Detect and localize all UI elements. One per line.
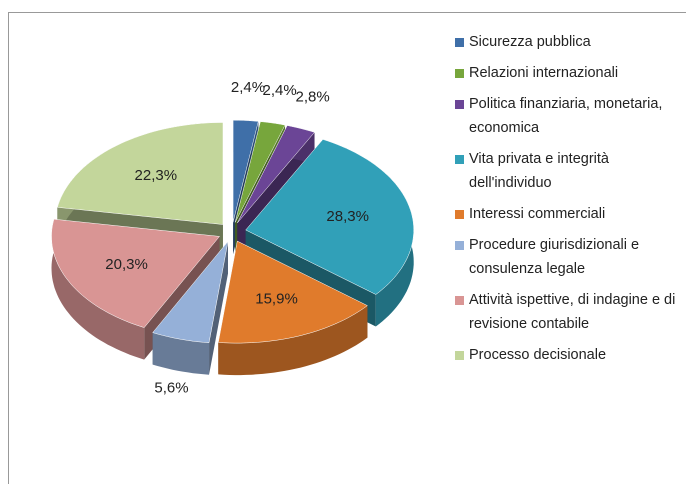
data-label: 2,4% xyxy=(231,79,265,96)
legend-swatch xyxy=(455,351,464,360)
legend-swatch xyxy=(455,155,464,164)
slice xyxy=(232,119,259,223)
slice xyxy=(237,125,315,224)
legend: Sicurezza pubblica Relazioni internaziona… xyxy=(455,30,680,374)
legend-label: Relazioni internazionali xyxy=(469,65,619,81)
slice-wall xyxy=(218,305,368,376)
slice-group xyxy=(152,241,229,375)
slice xyxy=(51,218,220,328)
legend-label: Interessi commerciali xyxy=(469,206,606,222)
legend-item: Vita privata e integrità dell'individuo xyxy=(455,147,680,195)
legend-swatch xyxy=(455,296,464,305)
legend-label: Sicurezza pubblica xyxy=(469,34,591,50)
data-label: 28,3% xyxy=(326,208,369,225)
data-label: 2,4% xyxy=(262,82,296,99)
legend-item: Interessi commerciali xyxy=(455,202,680,226)
slice xyxy=(57,122,224,225)
legend-label: Attività ispettive, di indagine e di rev… xyxy=(469,292,676,332)
slice xyxy=(245,139,414,295)
slice-group xyxy=(218,240,368,376)
legend-swatch xyxy=(455,241,464,250)
slice xyxy=(218,240,368,344)
legend-item: Processo decisionale xyxy=(455,343,680,367)
data-label: 5,6% xyxy=(154,380,188,397)
legend-item: Relazioni internazionali xyxy=(455,61,680,85)
slice-wall xyxy=(51,219,145,360)
data-label: 20,3% xyxy=(105,256,148,273)
data-label: 22,3% xyxy=(135,167,178,184)
legend-label: Vita privata e integrità dell'individuo xyxy=(469,151,609,191)
legend-swatch xyxy=(455,210,464,219)
data-label: 15,9% xyxy=(255,291,298,308)
legend-label: Politica finanziaria, monetaria, economi… xyxy=(469,96,663,136)
slice xyxy=(234,121,286,223)
legend-swatch xyxy=(455,38,464,47)
legend-item: Procedure giurisdizionali e consulenza l… xyxy=(455,233,680,281)
legend-swatch xyxy=(455,69,464,78)
legend-swatch xyxy=(455,100,464,109)
legend-item: Attività ispettive, di indagine e di rev… xyxy=(455,288,680,336)
legend-item: Sicurezza pubblica xyxy=(455,30,680,54)
legend-label: Procedure giurisdizionali e consulenza l… xyxy=(469,237,640,277)
data-label: 2,8% xyxy=(296,89,330,106)
legend-item: Politica finanziaria, monetaria, economi… xyxy=(455,92,680,140)
slice xyxy=(152,241,229,343)
legend-label: Processo decisionale xyxy=(469,347,607,363)
slice-wall xyxy=(152,332,209,375)
chart-frame xyxy=(8,12,686,484)
